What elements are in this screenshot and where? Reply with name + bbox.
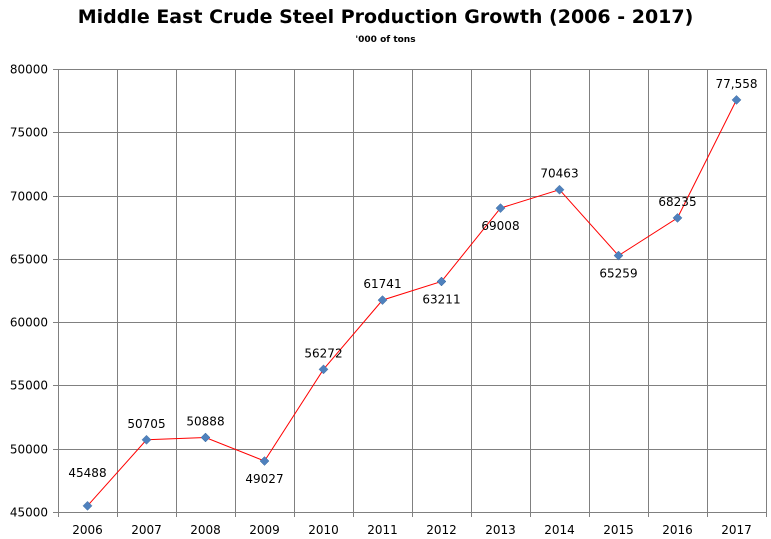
- x-tick-label: 2011: [367, 523, 398, 537]
- x-tick-label: 2015: [603, 523, 634, 537]
- data-point-marker: [731, 95, 742, 105]
- x-tick-label: 2016: [662, 523, 693, 537]
- data-label: 68235: [658, 195, 696, 209]
- data-point-marker: [436, 276, 447, 287]
- y-tick-label: 70000: [10, 190, 48, 204]
- x-tick-labels: 2006 2007 2008 2009 2010 2011 2012 2013 2014 2015…: [72, 523, 752, 537]
- y-tick-label: 60000: [10, 316, 48, 330]
- data-point-marker: [377, 295, 388, 305]
- data-label: 50705: [127, 417, 165, 431]
- data-labels: 45488 50705 50888 49027 56272 61741 63211 69008…: [68, 77, 757, 486]
- y-tick-labels: 45000 50000 55000 60000 65000 70000 75000 80000: [10, 63, 48, 520]
- data-label: 65259: [599, 267, 637, 281]
- y-tick-label: 65000: [10, 253, 48, 267]
- data-point-marker: [259, 456, 270, 466]
- data-label: 49027: [245, 472, 283, 486]
- data-point-marker: [554, 184, 565, 195]
- data-point-marker: [495, 203, 506, 213]
- y-tick-label: 80000: [10, 63, 48, 77]
- y-tick-label: 45000: [10, 506, 48, 520]
- data-label: 61741: [363, 277, 401, 291]
- x-tick-label: 2009: [249, 523, 280, 537]
- chart-title: Middle East Crude Steel Production Growt…: [77, 6, 694, 28]
- x-tick-label: 2013: [485, 523, 516, 537]
- data-point-marker: [82, 500, 93, 511]
- y-tick-label: 55000: [10, 379, 48, 393]
- data-point-marker: [141, 434, 152, 445]
- data-label: 56272: [304, 346, 342, 360]
- data-point-marker: [200, 432, 211, 443]
- data-label: 45488: [68, 466, 106, 480]
- x-tick-label: 2010: [308, 523, 339, 537]
- data-label: 77,558: [716, 77, 758, 91]
- x-tick-label: 2017: [721, 523, 752, 537]
- x-tick-label: 2007: [131, 523, 162, 537]
- x-tick-label: 2006: [72, 523, 103, 537]
- y-tick-label: 50000: [10, 443, 48, 457]
- x-tick-label: 2008: [190, 523, 221, 537]
- data-label: 69008: [481, 219, 519, 233]
- series-line: [87, 99, 737, 507]
- series-steel-production: [82, 95, 742, 511]
- grid-lines: [58, 69, 767, 517]
- y-tick-label: 75000: [10, 126, 48, 140]
- axes: [53, 69, 58, 513]
- x-tick-label: 2014: [544, 523, 575, 537]
- data-label: 70463: [540, 167, 578, 181]
- data-label: 63211: [422, 293, 460, 307]
- x-tick-label: 2012: [426, 523, 457, 537]
- data-point-marker: [318, 364, 329, 375]
- data-point-marker: [613, 250, 624, 261]
- chart-subtitle: '000 of tons: [355, 35, 416, 45]
- data-point-marker: [672, 213, 683, 223]
- data-label: 50888: [186, 414, 224, 428]
